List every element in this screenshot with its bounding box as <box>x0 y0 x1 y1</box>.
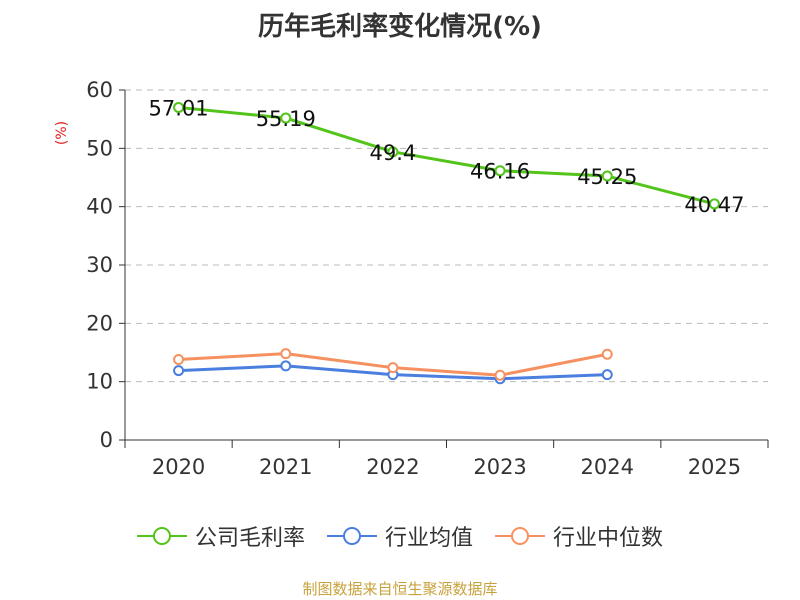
data-label: 45.25 <box>577 165 637 189</box>
x-tick-label: 2024 <box>581 455 634 479</box>
y-tick-label: 10 <box>86 370 113 394</box>
data-point-series-1 <box>173 365 185 377</box>
x-tick-label: 2021 <box>259 455 312 479</box>
x-tick-label: 2020 <box>152 455 205 479</box>
data-point-series-2 <box>601 348 613 360</box>
data-point-series-1 <box>601 369 613 381</box>
chart-title: 历年毛利率变化情况(%) <box>258 12 542 42</box>
legend-item-industry-median[interactable]: 行业中位数 <box>495 520 663 552</box>
data-point-series-0 <box>494 165 506 177</box>
data-point-series-1 <box>280 360 292 372</box>
data-point-series-0 <box>280 112 292 124</box>
data-label: 46.16 <box>470 160 530 184</box>
legend-label-industry-mean: 行业均值 <box>384 526 473 551</box>
data-point-series-2 <box>387 362 399 374</box>
legend-label-company: 公司毛利率 <box>194 526 305 551</box>
data-point-series-2 <box>280 348 292 360</box>
y-tick-label: 20 <box>86 311 113 335</box>
legend-item-company[interactable]: 公司毛利率 <box>136 520 305 552</box>
chart-legend: 公司毛利率 行业均值 行业中位数 <box>0 520 800 552</box>
x-tick-label: 2022 <box>366 455 419 479</box>
data-point-series-0 <box>708 198 720 210</box>
data-point-series-2 <box>494 369 506 381</box>
data-label: 40.47 <box>684 193 744 217</box>
y-tick-label: 60 <box>86 78 113 102</box>
y-tick-label: 30 <box>86 253 113 277</box>
data-label: 57.01 <box>149 96 209 120</box>
series-line-0 <box>178 105 715 206</box>
x-tick-label: 2023 <box>473 455 526 479</box>
y-tick-label: 40 <box>86 195 113 219</box>
data-point-series-0 <box>173 101 185 113</box>
legend-swatch-company <box>136 527 187 545</box>
y-tick-label: 50 <box>86 136 113 160</box>
data-point-series-2 <box>173 354 185 365</box>
data-source-note: 制图数据来自恒生聚源数据库 <box>302 580 498 598</box>
data-label: 49.4 <box>370 141 417 165</box>
legend-swatch-industry-median <box>495 527 545 545</box>
legend-swatch-industry-mean <box>326 527 377 545</box>
legend-item-industry-mean[interactable]: 行业均值 <box>326 520 473 552</box>
data-point-series-0 <box>387 146 399 158</box>
data-point-series-0 <box>601 170 613 182</box>
y-tick-label: 0 <box>100 428 113 452</box>
legend-label-industry-median: 行业中位数 <box>553 526 664 551</box>
data-label: 55.19 <box>256 107 316 131</box>
x-tick-label: 2025 <box>688 455 741 479</box>
